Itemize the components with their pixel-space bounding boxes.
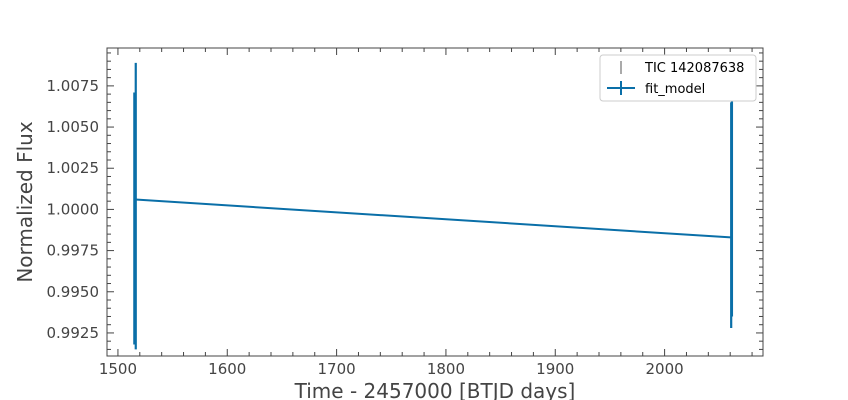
y-tick-label-1.0050: 1.0050	[47, 118, 100, 136]
legend-label-data: TIC 142087638	[644, 61, 744, 76]
x-axis-label: Time - 2457000 [BTJD days]	[294, 379, 576, 400]
y-tick-label-1.0075: 1.0075	[47, 77, 100, 95]
x-tick-label-1800: 1800	[427, 360, 465, 378]
y-tick-label-1.0025: 1.0025	[47, 159, 100, 177]
y-tick-label-0.9950: 0.9950	[47, 283, 100, 301]
y-axis-label: Normalized Flux	[13, 121, 37, 283]
data-series	[133, 62, 734, 350]
plot-area	[106, 47, 764, 357]
x-axis: 1500 1600 1700 1800 1900 2000	[99, 48, 753, 378]
x-tick-label-1900: 1900	[536, 360, 574, 378]
y-tick-label-0.9975: 0.9975	[47, 242, 100, 260]
legend-box	[599, 54, 757, 102]
y-axis: 0.9925 0.9950 0.9975 1.0000 1.0025 1.0050 1.00…	[47, 52, 763, 350]
legend-label-model: fit_model	[645, 82, 705, 97]
y-tick-label-1.0000: 1.0000	[47, 200, 100, 218]
x-tick-label-1500: 1500	[99, 360, 137, 378]
x-tick-label-2000: 2000	[646, 360, 684, 378]
x-tick-label-1600: 1600	[208, 360, 246, 378]
legend: TIC 142087638 fit_model	[599, 54, 757, 102]
fit-model-line	[135, 198, 731, 239]
x-tick-label-1700: 1700	[318, 360, 356, 378]
y-tick-label-0.9925: 0.9925	[47, 324, 100, 342]
